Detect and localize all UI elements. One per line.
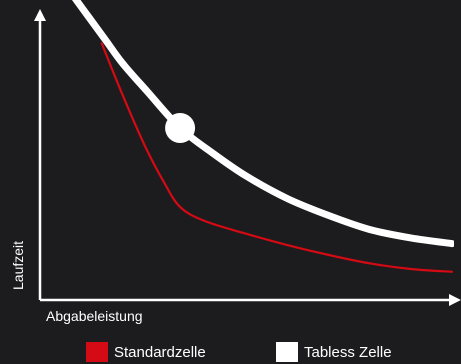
legend-swatch-standardzelle <box>86 342 108 362</box>
y-axis-arrow <box>34 9 46 21</box>
x-axis-label: Abgabeleistung <box>46 308 143 324</box>
highlight-point <box>165 112 196 143</box>
x-axis-arrow <box>449 294 461 306</box>
axes <box>34 9 461 306</box>
y-axis-label: Laufzeit <box>10 240 26 290</box>
legend-swatch-tabless-zelle <box>276 342 298 362</box>
legend-item-tabless-zelle: Tabless Zelle <box>276 342 392 362</box>
legend-label-standardzelle: Standardzelle <box>114 343 206 361</box>
legend-label-tabless-zelle: Tabless Zelle <box>304 343 392 361</box>
series-line-tabless-zelle <box>71 0 454 248</box>
legend-item-standardzelle: Standardzelle <box>86 342 206 362</box>
series-layer <box>71 0 454 273</box>
series-line-standardzelle <box>100 42 454 273</box>
